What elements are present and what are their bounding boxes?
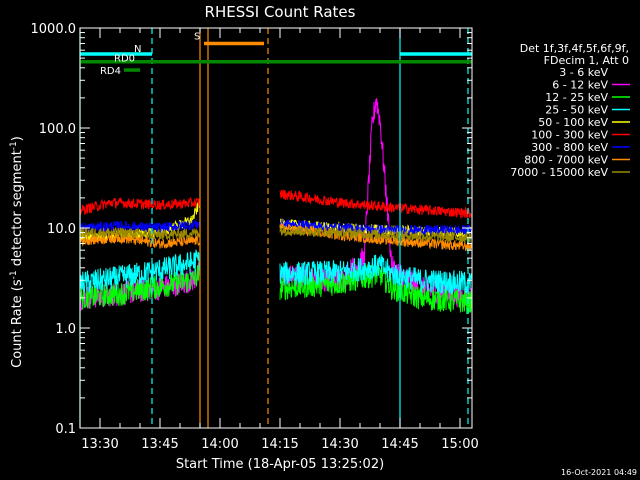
legend-label-7: 800 - 7000 keV <box>524 154 608 167</box>
series-line-5-part0 <box>80 196 201 216</box>
legend: Det 1f,3f,4f,5f,6f,9f, FDecim 1, Att 0 3… <box>510 42 630 179</box>
legend-label-6: 300 - 800 keV <box>531 141 608 154</box>
legend-label-5: 100 - 300 keV <box>531 129 608 142</box>
y-axis-label: Count Rate (s-1 detector segment-1) <box>9 136 25 368</box>
legend-label-8: 7000 - 15000 keV <box>510 166 608 179</box>
series-line-2-part0 <box>80 263 201 310</box>
y-axis-label-part1: Count Rate (s <box>10 279 25 368</box>
y-tick-label-2: 10.0 <box>47 222 76 237</box>
series-line-3-part0 <box>80 249 201 296</box>
x-tick-label-4: 14:30 <box>321 437 358 452</box>
series-line-7-part0 <box>80 232 201 249</box>
x-tick-label-5: 14:45 <box>381 437 418 452</box>
y-tick-label-1: 1.0 <box>55 322 76 337</box>
legend-header-line2: FDecim 1, Att 0 <box>544 54 629 67</box>
y-tick-label-3: 100.0 <box>39 122 76 137</box>
y-axis-label-part2: detector segment <box>10 150 25 270</box>
series-line-3-part1 <box>279 254 472 295</box>
flag-label-0: N <box>134 44 141 55</box>
flag-label-3: RD0 <box>114 54 135 65</box>
y-axis-label-sup2: -1 <box>9 141 19 150</box>
flag-label-4: RD4 <box>100 66 121 77</box>
legend-label-1: 6 - 12 keV <box>552 79 608 92</box>
x-tick-label-3: 14:15 <box>261 437 298 452</box>
y-axis-label-part3: ) <box>10 136 25 141</box>
y-tick-label-4: 1000.0 <box>31 22 77 37</box>
x-axis-label: Start Time (18-Apr-05 13:25:02) <box>176 457 384 472</box>
y-axis-label-sup1: -1 <box>9 270 19 279</box>
x-tick-label-1: 13:45 <box>141 437 178 452</box>
series-line-5-part1 <box>279 189 472 219</box>
chart-title: RHESSI Count Rates <box>205 3 356 21</box>
timestamp: 16-Oct-2021 04:49 <box>561 468 637 477</box>
legend-label-2: 12 - 25 keV <box>545 91 608 104</box>
x-tick-label-2: 14:00 <box>201 437 238 452</box>
series-line-8-part0 <box>80 226 200 240</box>
y-tick-label-0: 0.1 <box>55 422 76 437</box>
series-line-8-part1 <box>279 225 472 243</box>
legend-label-4: 50 - 100 keV <box>538 116 608 129</box>
x-tick-label-0: 13:30 <box>81 437 118 452</box>
legend-label-3: 25 - 50 keV <box>545 104 608 117</box>
legend-header-line1: Det 1f,3f,4f,5f,6f,9f, <box>520 42 629 55</box>
series-line-6-part0 <box>80 219 201 235</box>
x-tick-label-6: 15:00 <box>441 437 478 452</box>
flag-label-2: S <box>194 31 200 42</box>
series-line-0-part1 <box>279 203 472 326</box>
legend-label-0: 3 - 6 keV <box>559 66 608 79</box>
